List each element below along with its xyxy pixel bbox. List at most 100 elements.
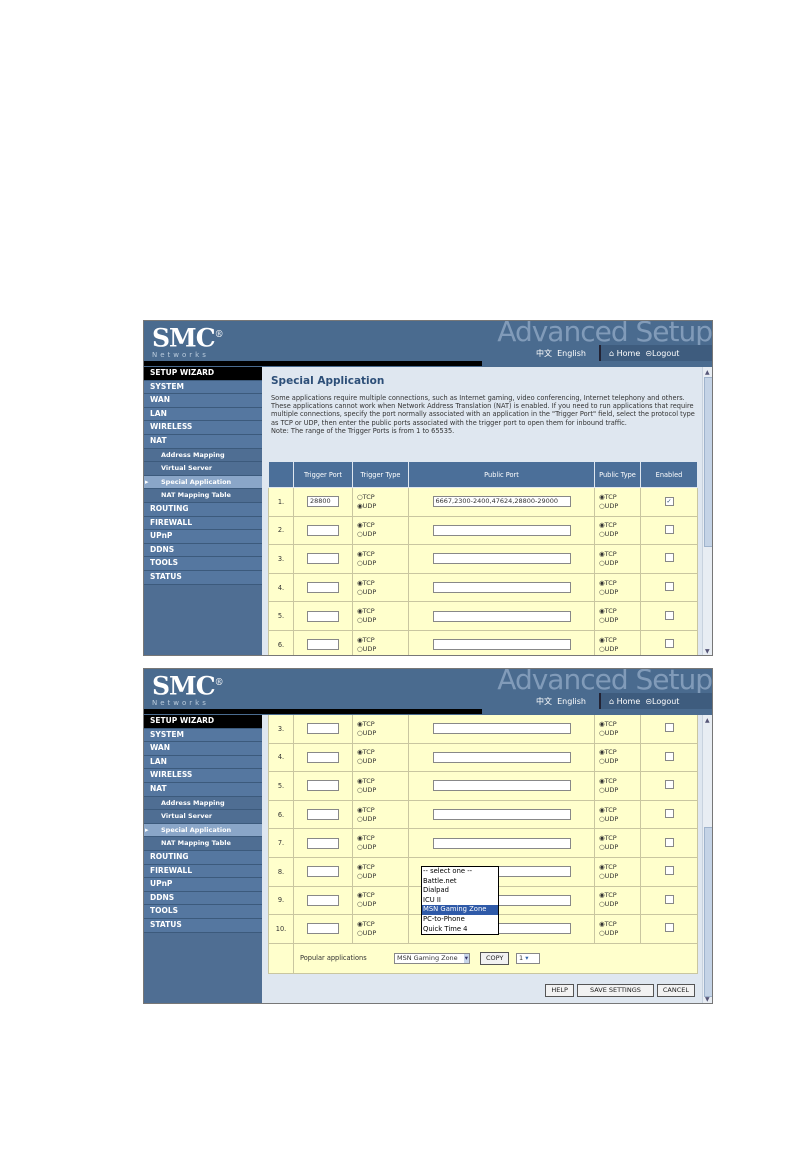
tcp-radio[interactable]: ◉TCP xyxy=(599,521,617,530)
dropdown-option[interactable]: MSN Gaming Zone xyxy=(422,905,498,915)
udp-radio[interactable]: ○UDP xyxy=(357,644,377,653)
copy-button[interactable]: COPY xyxy=(480,951,510,965)
lang-chinese-link[interactable]: 中文 xyxy=(536,697,552,706)
dropdown-option[interactable]: Battle.net xyxy=(423,876,457,885)
sidebar-item[interactable]: Special Application xyxy=(144,475,262,490)
enabled-checkbox[interactable] xyxy=(664,751,674,761)
trigger-port-input[interactable] xyxy=(307,809,339,821)
enabled-checkbox[interactable] xyxy=(664,894,674,904)
scroll-up-icon[interactable]: ▲ xyxy=(705,369,710,376)
trigger-port-input[interactable] xyxy=(307,894,339,906)
dropdown-option[interactable]: Quick Time 4 xyxy=(423,924,468,933)
enabled-checkbox[interactable] xyxy=(664,723,674,733)
sidebar-item[interactable]: UPnP xyxy=(144,530,262,544)
trigger-port-input[interactable] xyxy=(307,610,339,622)
lang-english-link[interactable]: English xyxy=(557,349,586,358)
scroll-up-icon[interactable]: ▲ xyxy=(705,717,710,724)
scroll-down-icon[interactable]: ▼ xyxy=(705,996,710,1003)
enabled-checkbox[interactable] xyxy=(664,866,674,876)
sidebar-item[interactable]: LAN xyxy=(144,755,262,770)
dropdown-option[interactable]: PC-to-Phone xyxy=(423,914,465,923)
tcp-radio[interactable]: ◉TCP xyxy=(599,748,617,757)
scroll-down-icon[interactable]: ▼ xyxy=(705,648,710,655)
logout-link[interactable]: Logout xyxy=(652,349,680,358)
enabled-checkbox[interactable] xyxy=(664,553,674,563)
sidebar-item[interactable]: Virtual Server xyxy=(144,462,262,476)
sidebar-item[interactable]: NAT Mapping Table xyxy=(144,489,262,503)
tcp-radio[interactable]: ◉TCP xyxy=(599,492,617,501)
sidebar-item[interactable]: WIRELESS xyxy=(144,421,262,435)
tcp-radio[interactable]: ◉TCP xyxy=(599,607,617,616)
sidebar-item[interactable]: STATUS xyxy=(144,918,262,933)
enabled-checkbox[interactable] xyxy=(664,837,674,847)
tcp-radio[interactable]: ◉TCP xyxy=(357,607,375,616)
udp-radio[interactable]: ◉UDP xyxy=(357,501,377,510)
sidebar-item[interactable]: FIREWALL xyxy=(144,864,262,879)
tcp-radio[interactable]: ◉TCP xyxy=(599,862,617,871)
sidebar-item[interactable]: Address Mapping xyxy=(144,448,262,463)
enabled-checkbox[interactable]: ✓ xyxy=(664,497,674,507)
lang-english-link[interactable]: English xyxy=(557,697,586,706)
scrollbar[interactable]: ▲ ▼ xyxy=(702,715,712,1003)
sidebar-item[interactable]: SETUP WIZARD xyxy=(144,715,262,729)
tcp-radio[interactable]: ◉TCP xyxy=(599,891,617,900)
trigger-port-input[interactable] xyxy=(307,837,339,849)
sidebar-item[interactable]: Virtual Server xyxy=(144,810,262,824)
sidebar-item[interactable]: LAN xyxy=(144,407,262,422)
sidebar-item[interactable]: ROUTING xyxy=(144,850,262,865)
tcp-radio[interactable]: ◉TCP xyxy=(599,919,617,928)
tcp-radio[interactable]: ◉TCP xyxy=(357,578,375,587)
sidebar-item[interactable]: WIRELESS xyxy=(144,769,262,783)
public-port-input[interactable] xyxy=(432,610,571,622)
lang-chinese-link[interactable]: 中文 xyxy=(536,349,552,358)
tcp-radio[interactable]: ◉TCP xyxy=(599,719,617,728)
sidebar-item[interactable]: UPnP xyxy=(144,878,262,892)
enabled-checkbox[interactable] xyxy=(664,809,674,819)
udp-radio[interactable]: ○UDP xyxy=(599,587,619,596)
udp-radio[interactable]: ○UDP xyxy=(357,843,377,852)
trigger-port-input[interactable] xyxy=(307,639,339,651)
sidebar-item[interactable]: NAT xyxy=(144,434,262,449)
enabled-checkbox[interactable] xyxy=(664,639,674,649)
sidebar-item[interactable]: WAN xyxy=(144,742,262,756)
sidebar-item[interactable]: Address Mapping xyxy=(144,796,262,811)
udp-radio[interactable]: ○UDP xyxy=(357,728,377,737)
public-port-input[interactable] xyxy=(432,837,571,849)
enabled-checkbox[interactable] xyxy=(664,524,674,534)
row-number-select[interactable]: 1 ▾ xyxy=(516,952,540,964)
scrollbar[interactable]: ▲ ▼ xyxy=(702,367,712,655)
trigger-port-input[interactable] xyxy=(307,553,339,565)
tcp-radio[interactable]: ◉TCP xyxy=(357,776,375,785)
udp-radio[interactable]: ○UDP xyxy=(599,501,619,510)
tcp-radio[interactable]: ◉TCP xyxy=(357,862,375,871)
logout-link[interactable]: Logout xyxy=(652,697,680,706)
cancel-button[interactable]: CANCEL xyxy=(656,984,695,997)
sidebar-item[interactable]: WAN xyxy=(144,394,262,408)
sidebar-item[interactable]: NAT Mapping Table xyxy=(144,837,262,851)
tcp-radio[interactable]: ◉TCP xyxy=(599,776,617,785)
udp-radio[interactable]: ○UDP xyxy=(357,530,377,539)
home-link[interactable]: Home xyxy=(616,697,641,706)
sidebar-item[interactable]: Special Application xyxy=(144,823,262,838)
tcp-radio[interactable]: ◉TCP xyxy=(357,834,375,843)
udp-radio[interactable]: ○UDP xyxy=(357,871,377,880)
public-port-input[interactable] xyxy=(432,751,571,763)
sidebar-item[interactable]: DDNS xyxy=(144,891,262,906)
chevron-down-icon[interactable]: ▾ xyxy=(525,953,529,962)
udp-radio[interactable]: ○UDP xyxy=(357,785,377,794)
home-link[interactable]: Home xyxy=(616,349,641,358)
chevron-down-icon[interactable]: ▾ xyxy=(463,953,469,963)
udp-radio[interactable]: ○UDP xyxy=(599,616,619,625)
sidebar-item[interactable]: FIREWALL xyxy=(144,516,262,531)
popular-applications-select[interactable]: MSN Gaming Zone ▾ xyxy=(394,952,470,964)
udp-radio[interactable]: ○UDP xyxy=(357,900,377,909)
dropdown-option[interactable]: ICU II xyxy=(423,895,441,904)
enabled-checkbox[interactable] xyxy=(664,582,674,592)
trigger-port-input[interactable] xyxy=(307,780,339,792)
public-port-input[interactable] xyxy=(432,524,571,536)
udp-radio[interactable]: ○UDP xyxy=(357,928,377,937)
sidebar-item[interactable]: DDNS xyxy=(144,543,262,558)
udp-radio[interactable]: ○UDP xyxy=(599,900,619,909)
popular-applications-dropdown[interactable]: -- select one -- Battle.net Dialpad ICU II M… xyxy=(421,866,499,936)
tcp-radio[interactable]: ◉TCP xyxy=(357,719,375,728)
